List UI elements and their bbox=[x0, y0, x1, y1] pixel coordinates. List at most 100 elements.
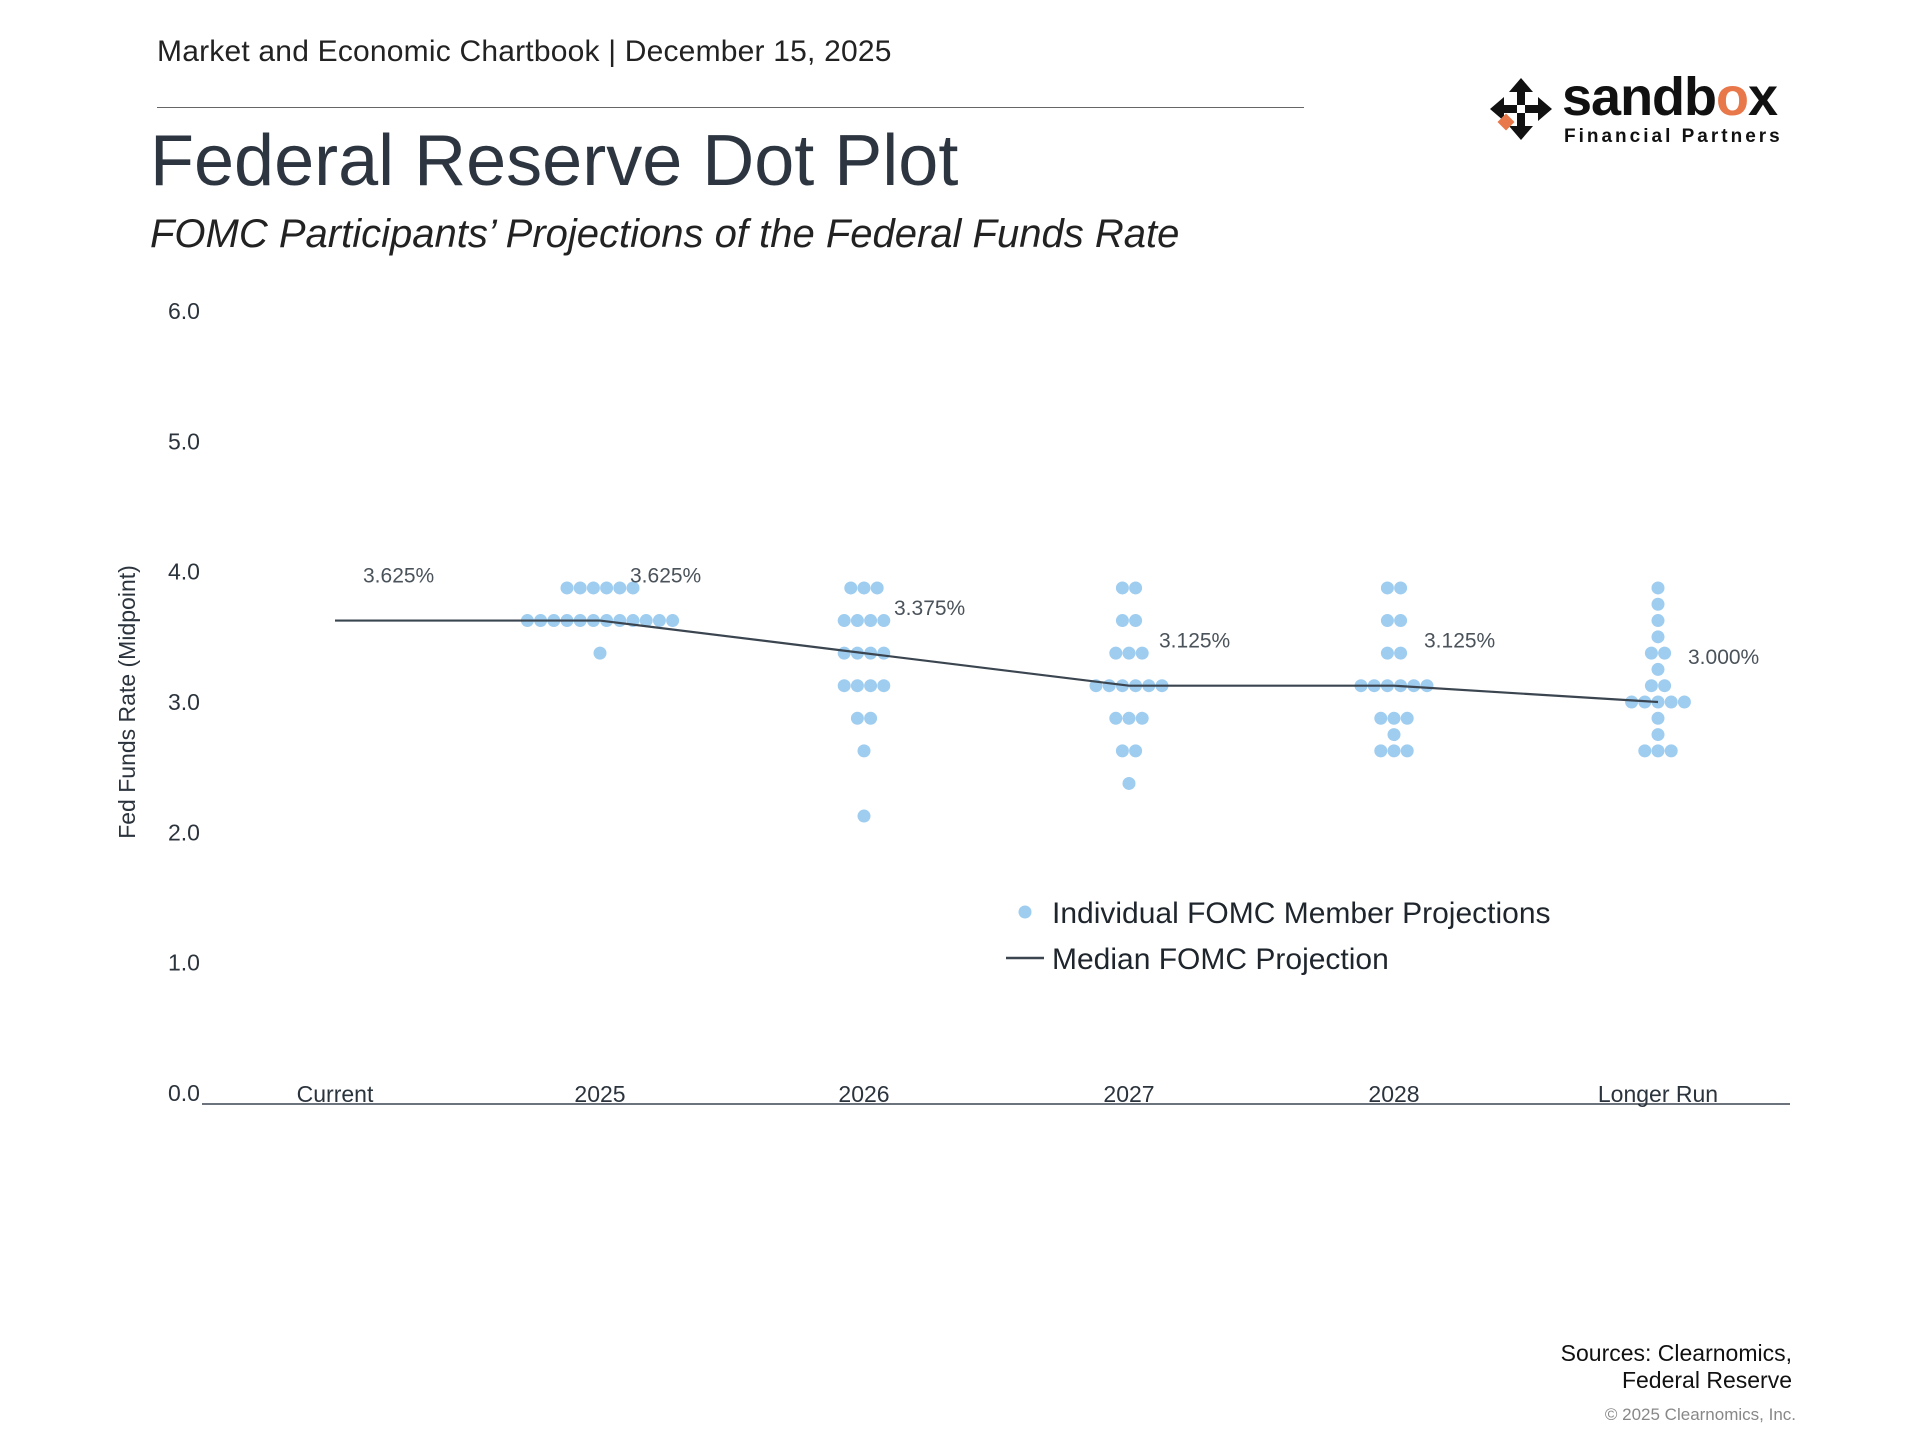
fomc-member-dot bbox=[613, 581, 627, 595]
y-tick-label: 2.0 bbox=[168, 819, 200, 845]
sources-note: Sources: Clearnomics, Federal Reserve bbox=[1561, 1340, 1792, 1394]
sandbox-logo: sandbox Financial Partners bbox=[1488, 67, 1788, 154]
legend-dot-marker bbox=[1018, 905, 1032, 919]
fomc-member-dot bbox=[1394, 581, 1408, 595]
fomc-member-dot bbox=[1387, 728, 1401, 742]
x-tick-label: 2025 bbox=[574, 1081, 625, 1107]
page-subtitle: FOMC Participants’ Projections of the Fe… bbox=[150, 212, 1180, 256]
fomc-member-dot bbox=[1651, 630, 1665, 644]
median-value-label: 3.375% bbox=[894, 597, 965, 620]
y-tick-label: 1.0 bbox=[168, 950, 200, 976]
fomc-member-dot bbox=[1115, 581, 1129, 595]
legend-label-dots: Individual FOMC Member Projections bbox=[1052, 897, 1551, 930]
fomc-member-dot bbox=[844, 581, 858, 595]
fomc-member-dot bbox=[593, 646, 607, 660]
fomc-member-dot bbox=[1658, 679, 1672, 693]
fomc-member-dot bbox=[864, 679, 878, 693]
fomc-member-dot bbox=[1644, 646, 1658, 660]
fomc-member-dot bbox=[1394, 646, 1408, 660]
fomc-member-dot bbox=[1129, 581, 1143, 595]
fomc-member-dot bbox=[1115, 614, 1129, 628]
fomc-member-dot bbox=[1115, 744, 1129, 758]
fomc-member-dot bbox=[1420, 679, 1434, 693]
fomc-member-dot bbox=[857, 744, 871, 758]
fomc-member-dot bbox=[1651, 597, 1665, 611]
fomc-member-dot bbox=[586, 581, 600, 595]
fomc-member-dot bbox=[857, 809, 871, 823]
fomc-member-dot bbox=[1135, 711, 1149, 725]
fomc-member-dot bbox=[1122, 711, 1136, 725]
fomc-member-dot bbox=[877, 614, 891, 628]
fomc-member-dot bbox=[864, 711, 878, 725]
x-tick-label: Longer Run bbox=[1598, 1081, 1718, 1107]
fomc-member-dot bbox=[560, 581, 574, 595]
fomc-member-dot bbox=[1651, 614, 1665, 628]
fomc-member-dot bbox=[1664, 744, 1678, 758]
median-value-label: 3.625% bbox=[630, 565, 701, 588]
chartbook-header: Market and Economic Chartbook | December… bbox=[157, 35, 892, 68]
x-tick-label: 2027 bbox=[1103, 1081, 1154, 1107]
fomc-member-dot bbox=[870, 581, 884, 595]
fomc-member-dot bbox=[1664, 695, 1678, 709]
fomc-member-dot bbox=[600, 581, 614, 595]
y-axis-title: Fed Funds Rate (Midpoint) bbox=[114, 565, 140, 839]
legend-label-median: Median FOMC Projection bbox=[1052, 943, 1389, 976]
fomc-member-dot bbox=[1374, 711, 1388, 725]
fomc-member-dot bbox=[1651, 581, 1665, 595]
y-tick-label: 3.0 bbox=[168, 689, 200, 715]
fomc-member-dot bbox=[1380, 646, 1394, 660]
y-tick-label: 5.0 bbox=[168, 428, 200, 454]
fomc-member-dot bbox=[837, 646, 851, 660]
y-tick-label: 0.0 bbox=[168, 1080, 200, 1106]
fomc-member-dot bbox=[1122, 776, 1136, 790]
fomc-member-dot bbox=[837, 614, 851, 628]
page-title: Federal Reserve Dot Plot bbox=[150, 121, 959, 201]
fomc-member-dot bbox=[613, 614, 627, 628]
y-tick-label: 6.0 bbox=[168, 298, 200, 324]
fomc-member-dot bbox=[850, 711, 864, 725]
fomc-member-dot bbox=[1387, 744, 1401, 758]
fomc-member-dot bbox=[1651, 728, 1665, 742]
move-arrows-icon bbox=[1490, 78, 1552, 140]
fomc-member-dot bbox=[1400, 711, 1414, 725]
sources-line-1: Sources: Clearnomics, bbox=[1560, 1340, 1792, 1366]
median-projection-line bbox=[335, 619, 1659, 704]
fomc-member-dot bbox=[1407, 679, 1421, 693]
x-tick-label: 2028 bbox=[1368, 1081, 1419, 1107]
median-value-label: 3.125% bbox=[1424, 630, 1495, 653]
logo-subtitle: Financial Partners bbox=[1564, 126, 1783, 147]
fomc-member-dot bbox=[1380, 614, 1394, 628]
fomc-member-dot bbox=[1644, 679, 1658, 693]
fomc-member-dot bbox=[877, 679, 891, 693]
fomc-member-dot bbox=[626, 581, 640, 595]
fomc-member-dot bbox=[1374, 744, 1388, 758]
fomc-member-dot bbox=[652, 614, 666, 628]
sources-line-2: Federal Reserve bbox=[1621, 1367, 1792, 1393]
x-tick-label: Current bbox=[297, 1081, 374, 1107]
median-value-label: 3.000% bbox=[1688, 646, 1759, 669]
fomc-member-dot bbox=[837, 679, 851, 693]
fomc-member-dot bbox=[666, 614, 680, 628]
fomc-member-dot bbox=[1122, 646, 1136, 660]
header-divider bbox=[157, 107, 1304, 108]
fomc-member-dot bbox=[1135, 646, 1149, 660]
fomc-member-dot bbox=[1651, 711, 1665, 725]
fomc-member-dot bbox=[1625, 695, 1639, 709]
y-tick-label: 4.0 bbox=[168, 559, 200, 585]
fomc-member-dot bbox=[1380, 581, 1394, 595]
fomc-member-dot bbox=[1677, 695, 1691, 709]
fomc-member-dot bbox=[1651, 662, 1665, 676]
fomc-member-dot bbox=[864, 614, 878, 628]
logo-wordmark: sandbox bbox=[1562, 67, 1778, 127]
fomc-member-dot bbox=[1651, 744, 1665, 758]
fomc-member-dot bbox=[1129, 744, 1143, 758]
fomc-member-dot bbox=[1394, 614, 1408, 628]
fomc-member-dot bbox=[857, 581, 871, 595]
fomc-member-dot bbox=[1387, 711, 1401, 725]
fomc-member-dot bbox=[1638, 744, 1652, 758]
fomc-member-dot bbox=[573, 581, 587, 595]
x-tick-label: 2026 bbox=[838, 1081, 889, 1107]
fomc-member-dot bbox=[1129, 614, 1143, 628]
median-value-label: 3.625% bbox=[363, 565, 434, 588]
fomc-member-dot bbox=[1658, 646, 1672, 660]
